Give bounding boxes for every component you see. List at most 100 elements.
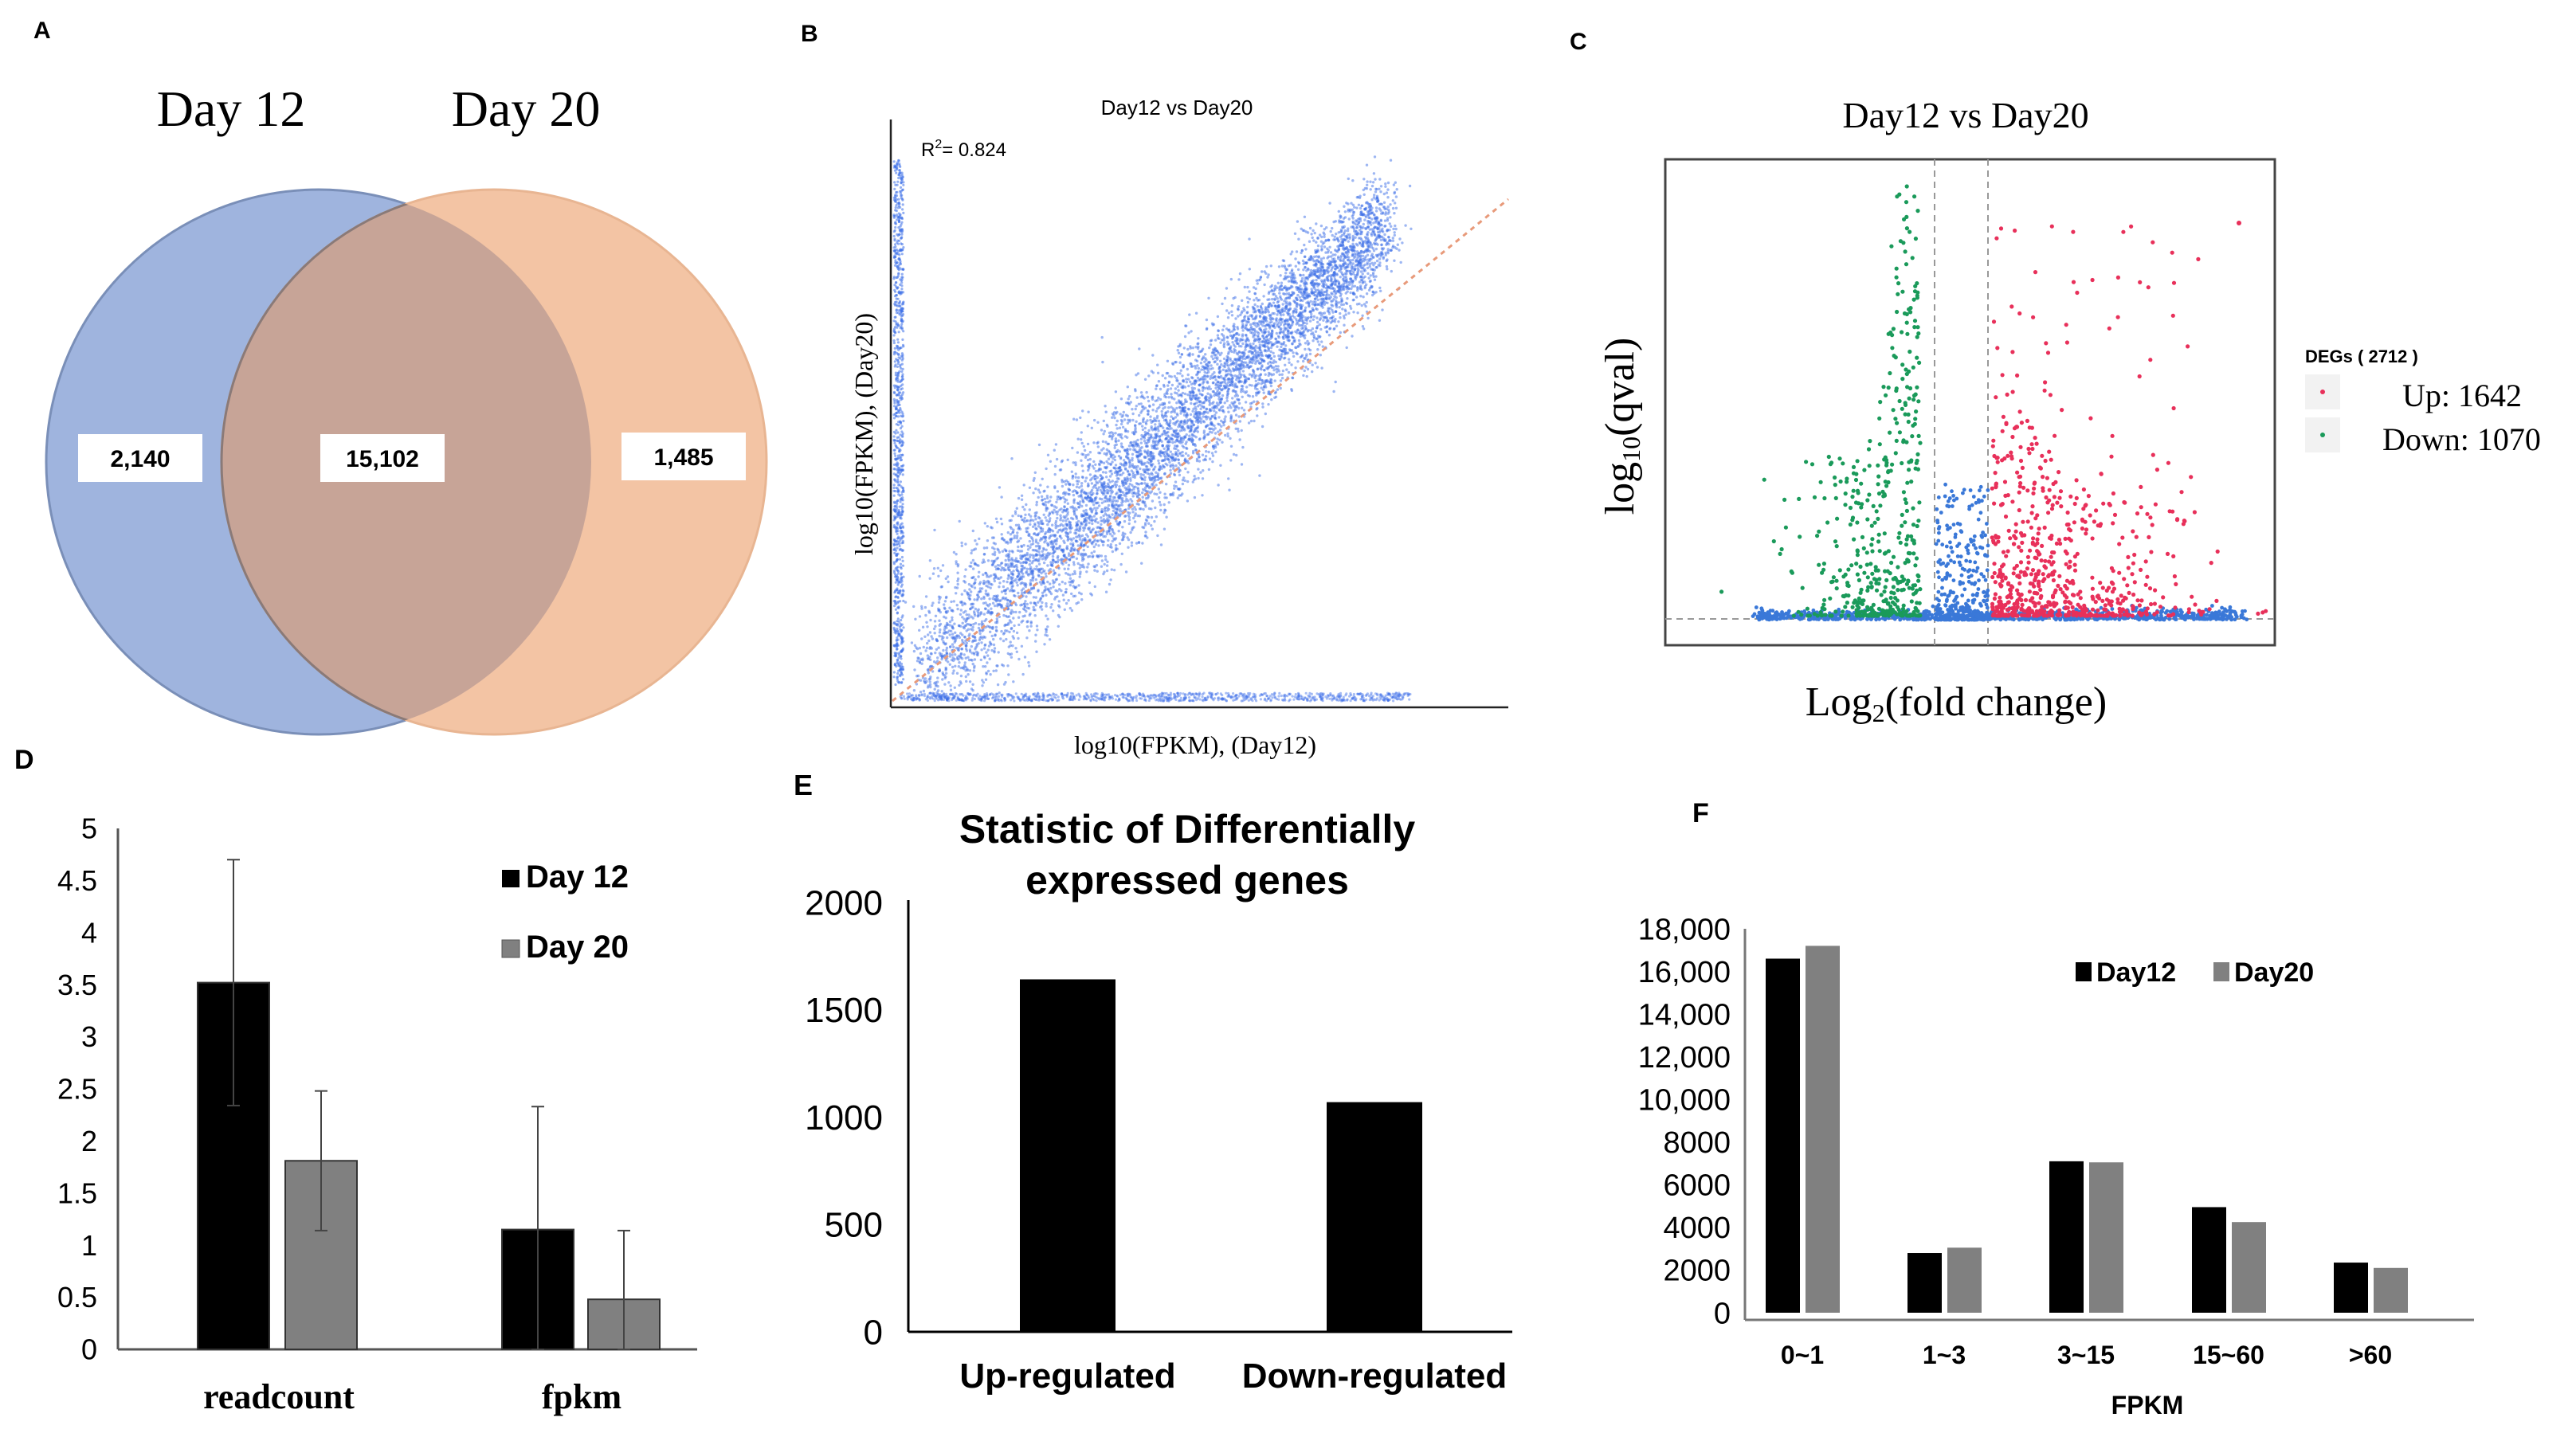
scatter-point [1047,520,1051,523]
scatter-point [966,692,970,695]
scatter-point [1202,469,1205,472]
scatter-point [1229,696,1233,699]
scatter-point [1061,580,1065,584]
scatter-point [900,576,904,579]
scatter-point [1366,272,1370,276]
scatter-point [1369,274,1372,277]
panel-a-venn: A Day 12 Day 20 2,140 15,102 1,485 [33,18,768,736]
scatter-point [999,599,1002,602]
scatter-point [896,183,899,186]
scatter-point [1122,693,1125,696]
scatter-point [1147,695,1150,698]
scatter-point [1123,418,1127,421]
scatter-point [1006,587,1010,590]
scatter-point [1169,696,1172,699]
scatter-point [1167,401,1171,404]
scatter-point [1221,694,1224,697]
scatter-point [893,303,897,307]
scatter-point [1378,261,1382,264]
scatter-point [1150,515,1154,519]
scatter-point [1166,698,1170,701]
scatter-point [1010,694,1013,697]
scatter-point [1308,352,1312,356]
scatter-point [892,463,896,467]
scatter-point [1268,696,1271,699]
scatter-point [1055,457,1059,461]
scatter-point [971,558,975,562]
scatter-point [1349,692,1352,695]
scatter-point [1193,475,1196,478]
scatter-point [1173,434,1177,438]
scatter-point [1273,691,1276,695]
scatter-point [918,699,921,702]
scatter-point [1348,233,1351,237]
scatter-point [1102,693,1105,696]
scatter-point [947,681,951,684]
scatter-point [892,213,896,217]
scatter-point [1041,498,1045,502]
scatter-point [899,516,902,520]
scatter-point [1197,468,1200,471]
scatter-point [901,373,904,376]
scatter-point [938,634,941,638]
scatter-point [1097,451,1100,455]
scatter-point [1061,524,1065,527]
scatter-point [1241,299,1244,302]
scatter-point [1115,694,1119,698]
scatter-point [998,550,1002,554]
scatter-point [1035,503,1038,507]
scatter-point [1061,695,1065,699]
scatter-point [1174,440,1177,444]
scatter-point [959,609,963,612]
scatter-point [1096,692,1099,695]
scatter-point [893,360,896,363]
scatter-point [1104,590,1108,593]
scatter-point [1162,407,1165,410]
scatter-point [1312,339,1315,343]
scatter-point [1030,699,1033,703]
scatter-point [1017,695,1020,699]
scatter-point [896,526,899,530]
scatter-point [901,198,904,202]
scatter-point [1219,384,1223,387]
scatter-point [1157,699,1160,703]
scatter-point [896,261,899,264]
scatter-point [1233,374,1237,378]
scatter-point [902,181,905,184]
scatter-point [1362,699,1365,702]
scatter-point [1072,695,1075,698]
scatter-point [1271,297,1274,301]
scatter-point [900,314,903,318]
scatter-point [1355,697,1358,700]
scatter-point [1173,695,1176,698]
scatter-point [901,338,904,341]
scatter-point [1378,187,1381,190]
scatter-point [1277,698,1280,701]
scatter-point [900,672,903,675]
scatter-point [1112,495,1115,499]
scatter-point [1053,693,1056,696]
scatter-point [1066,511,1069,514]
scatter-point [1381,695,1384,698]
scatter-point [895,464,898,468]
scatter-point [937,601,941,604]
scatter-point [1392,695,1395,699]
scatter-point [1213,697,1216,700]
scatter-point [897,493,900,496]
scatter-point [1337,320,1340,323]
scatter-point [899,192,902,195]
scatter-point [1228,488,1231,491]
scatter-point [900,276,904,279]
scatter-point [901,531,904,534]
scatter-point [1178,699,1182,702]
scatter-point [1159,491,1162,494]
scatter-point [1139,692,1142,695]
scatter-point [937,595,941,598]
scatter-point [1226,316,1230,319]
scatter-point [893,478,896,481]
scatter-point [896,576,900,579]
scatter-point [1046,564,1049,567]
scatter-point [1182,696,1186,699]
scatter-point [1050,603,1053,606]
scatter-point [1136,514,1139,518]
